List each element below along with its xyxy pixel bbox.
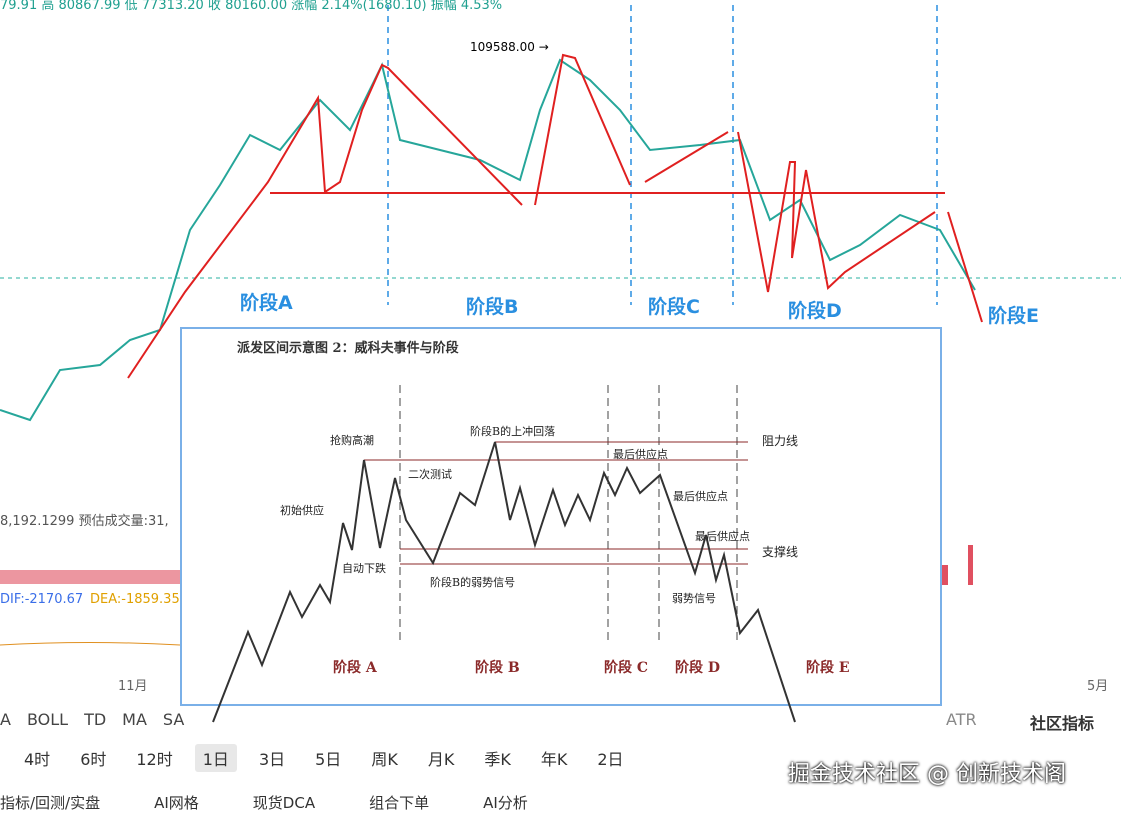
indicator-tabs: A BOLL TD MA SA <box>0 710 184 729</box>
bottom-tab[interactable]: 现货DCA <box>252 794 316 812</box>
x-label: 11月 <box>118 679 148 694</box>
inset-schematic <box>212 441 796 723</box>
stage-dividers <box>387 5 938 305</box>
inset-box <box>180 327 942 706</box>
inset-stage: 阶段 B <box>475 660 520 676</box>
inset-stage: 阶段 E <box>806 660 850 676</box>
bottom-tab[interactable]: AI网格 <box>154 794 199 812</box>
timeframe-tab[interactable]: 2日 <box>597 750 624 769</box>
watermark: 掘金技术社区 @ 创新技术阁 <box>788 762 1066 787</box>
stage-label: 阶段D <box>788 300 842 322</box>
event-label: 抢购高潮 <box>330 434 374 447</box>
event-label: 初始供应 <box>280 504 324 517</box>
event-label: 最后供应点 <box>673 490 728 503</box>
event-label: 阶段B的弱势信号 <box>430 576 516 589</box>
indicator-tab[interactable]: ATR <box>946 710 977 729</box>
bottom-tab[interactable]: AI分析 <box>483 794 528 812</box>
macd-dea: DEA:-1859.35 <box>90 592 180 607</box>
indicator-tab[interactable]: BOLL <box>26 710 69 729</box>
inset-levels <box>364 441 748 565</box>
macd-dif: DIF:-2170.67 <box>0 592 84 607</box>
event-label: 自动下跌 <box>342 562 386 575</box>
event-label: 弱势信号 <box>672 592 716 605</box>
timeframe-tab[interactable]: 年K <box>540 750 568 769</box>
inset-stage: 阶段 C <box>604 660 649 676</box>
timeframe-bar: 4时 6时 12时 1日 3日 5日 周K 月K 季K 年K 2日 <box>16 744 640 772</box>
bottom-tabs: 指标/回测/实盘 AI网格 现货DCA 组合下单 AI分析 <box>0 792 528 813</box>
stage-label: 阶段E <box>988 305 1039 327</box>
x-label: 5月 <box>1087 679 1109 694</box>
event-label: 阶段B的上冲回落 <box>470 425 556 438</box>
event-label: 最后供应点 <box>613 448 668 461</box>
event-label: 二次测试 <box>408 468 452 481</box>
indicator-tab[interactable]: A <box>0 710 11 729</box>
high-label: 109588.00 → <box>470 40 549 54</box>
indicator-tab[interactable]: MA <box>122 710 147 729</box>
inset-dividers <box>399 385 738 640</box>
indicator-tab[interactable]: 社区指标 <box>1030 714 1095 733</box>
high-value: 109588.00 <box>470 40 535 54</box>
macd-line <box>0 642 181 646</box>
bottom-tab[interactable]: 指标/回测/实盘 <box>0 794 101 812</box>
level-label: 阻力线 <box>762 434 799 448</box>
timeframe-tab[interactable]: 12时 <box>136 750 173 769</box>
stage-label: 阶段C <box>648 296 700 318</box>
timeframe-tab[interactable]: 5日 <box>315 750 342 769</box>
bottom-tab[interactable]: 组合下单 <box>369 794 430 812</box>
trend-arrows <box>127 53 983 379</box>
ohlc-text: 79.91 高 80867.99 低 77313.20 收 80160.00 涨… <box>0 0 503 13</box>
volume-label: 8,192.1299 预估成交量:31, <box>0 514 169 529</box>
indicator-tab[interactable]: TD <box>84 710 107 729</box>
timeframe-tab[interactable]: 3日 <box>258 750 286 769</box>
timeframe-tab[interactable]: 月K <box>427 750 455 769</box>
timeframe-tab[interactable]: 季K <box>484 750 511 769</box>
stage-label: 阶段A <box>240 292 293 314</box>
timeframe-tab[interactable]: 4时 <box>24 750 51 769</box>
timeframe-tab[interactable]: 周K <box>371 750 398 769</box>
timeframe-tab[interactable]: 1日 <box>194 744 237 772</box>
stage-label: 阶段B <box>466 296 519 318</box>
inset-stage: 阶段 D <box>675 660 721 676</box>
inset-stage: 阶段 A <box>333 660 377 676</box>
inset-title: 派发区间示意图 2：威科夫事件与阶段 <box>237 341 459 356</box>
volume-bars <box>0 545 973 585</box>
level-label: 支撑线 <box>762 545 799 559</box>
timeframe-tab[interactable]: 6时 <box>80 750 107 769</box>
indicator-tab[interactable]: SA <box>162 710 185 729</box>
event-label: 最后供应点 <box>695 530 750 543</box>
